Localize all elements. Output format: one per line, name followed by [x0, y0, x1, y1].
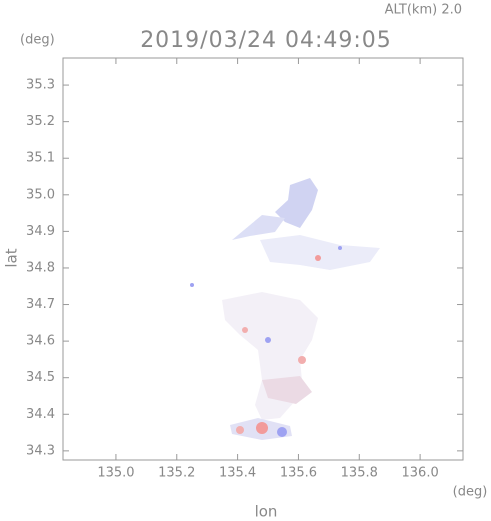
radar-echo	[190, 178, 380, 440]
plot-frame	[62, 57, 464, 461]
y-tick-label: 35.3	[26, 78, 55, 93]
y-tick-label: 35.1	[26, 151, 55, 166]
y-unit: (deg)	[20, 33, 55, 48]
y-tick-label: 34.5	[26, 370, 55, 385]
y-tick-label: 34.3	[26, 443, 55, 458]
x-tick-label: 135.6	[280, 466, 317, 481]
y-axis-label: lat	[3, 248, 21, 267]
altitude-label: ALT(km) 2.0	[385, 3, 462, 18]
x-tick-label: 135.0	[97, 466, 134, 481]
x-tick-label: 135.8	[341, 466, 378, 481]
x-tick-label: 135.2	[158, 466, 195, 481]
y-tick-label: 34.4	[26, 407, 55, 422]
y-tick-label: 34.7	[26, 297, 55, 312]
x-axis-label: lon	[255, 503, 278, 521]
x-unit: (deg)	[453, 485, 488, 500]
x-tick-label: 135.4	[219, 466, 256, 481]
y-tick-label: 34.9	[26, 224, 55, 239]
chart-title: 2019/03/24 04:49:05	[140, 28, 392, 53]
y-tick-label: 34.6	[26, 334, 55, 349]
x-tick-label: 136.0	[402, 466, 439, 481]
y-tick-label: 35.2	[26, 114, 55, 129]
y-tick-label: 34.8	[26, 260, 55, 275]
y-tick-label: 35.0	[26, 187, 55, 202]
